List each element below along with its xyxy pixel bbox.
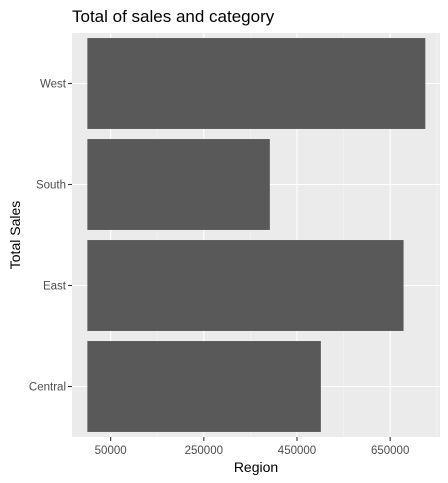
y-tick-label: South bbox=[36, 180, 66, 192]
bar-west bbox=[87, 38, 426, 129]
chart-title: Total of sales and category bbox=[72, 7, 275, 26]
bars bbox=[87, 38, 426, 432]
x-tick-label: 450000 bbox=[278, 445, 316, 457]
bar-south bbox=[87, 139, 270, 230]
x-tick-label: 650000 bbox=[371, 445, 409, 457]
y-axis-title: Total Sales bbox=[7, 201, 23, 269]
y-tick-label: Central bbox=[29, 382, 66, 394]
bar-east bbox=[87, 240, 404, 331]
y-axis: Central East South West bbox=[29, 79, 72, 394]
x-tick-label: 50000 bbox=[95, 445, 127, 457]
x-axis: 50000 250000 450000 650000 bbox=[95, 437, 409, 457]
y-tick-label: West bbox=[40, 79, 67, 91]
y-tick-label: East bbox=[43, 281, 67, 293]
bar-central bbox=[87, 341, 321, 432]
x-tick-label: 250000 bbox=[185, 445, 223, 457]
x-axis-title: Region bbox=[234, 459, 278, 475]
